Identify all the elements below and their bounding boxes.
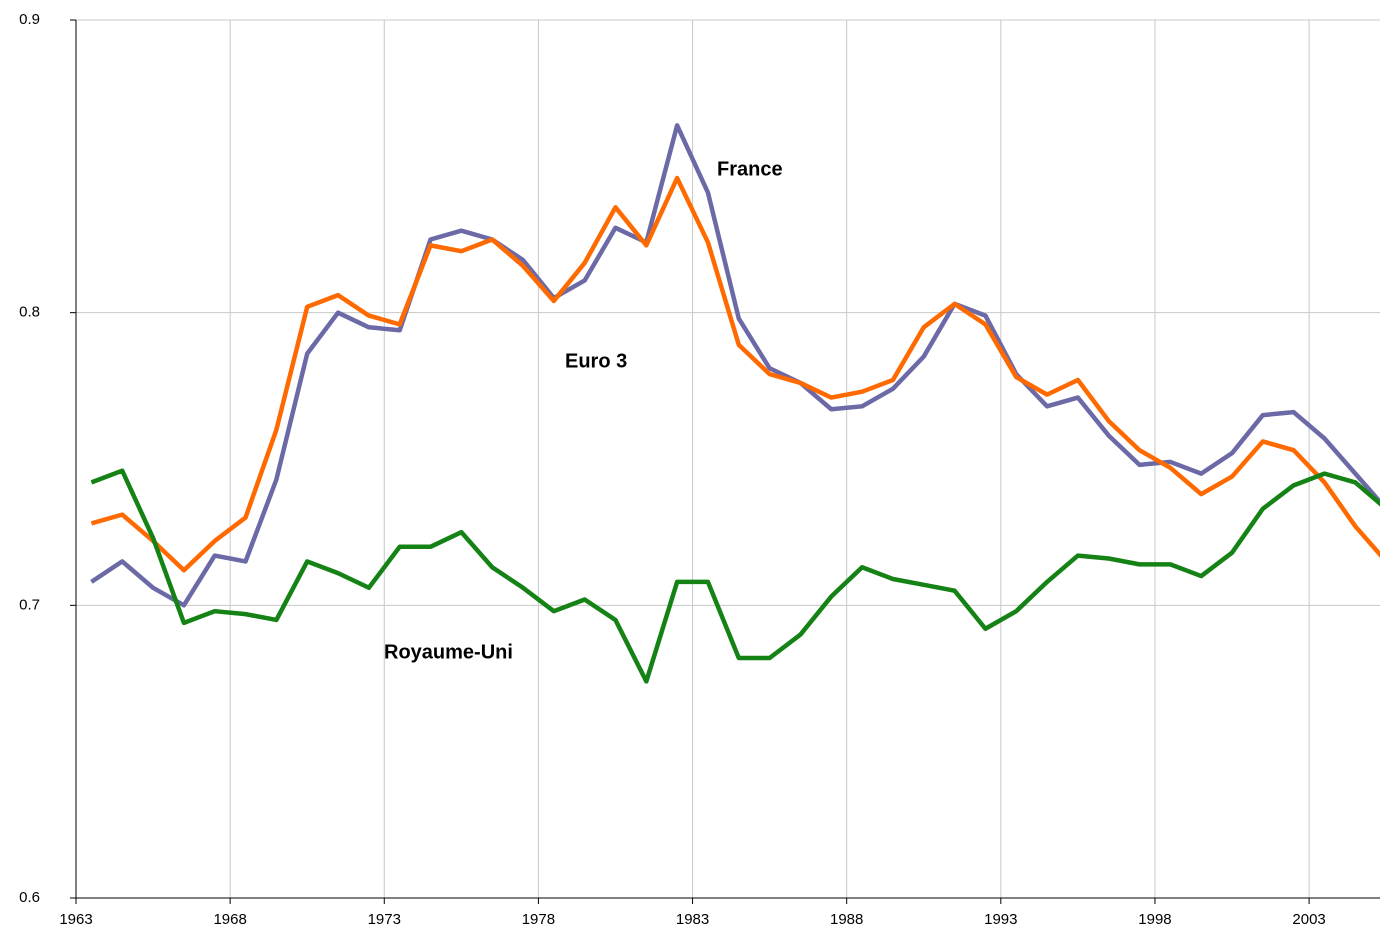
series-label: France: [717, 158, 783, 180]
x-tick-label: 1978: [522, 911, 555, 928]
series-line: [90, 468, 1380, 684]
x-tick-label: 1998: [1138, 911, 1171, 928]
y-tick-label: 0.9: [19, 11, 40, 28]
x-tick-label: 1993: [984, 911, 1017, 928]
y-tick-label: 0.6: [19, 889, 40, 906]
series-label: Royaume-Uni: [384, 641, 513, 663]
x-tick-label: 1983: [676, 911, 709, 928]
series-line: [90, 175, 1380, 573]
x-tick-label: 2003: [1292, 911, 1325, 928]
x-tick-label: 1963: [59, 911, 92, 928]
x-tick-label: 1973: [368, 911, 401, 928]
x-tick-label: 1968: [213, 911, 246, 928]
y-tick-label: 0.8: [19, 304, 40, 321]
y-tick-label: 0.7: [19, 596, 40, 613]
series-label: Euro 3: [565, 350, 627, 372]
x-tick-label: 1988: [830, 911, 863, 928]
series-line: [90, 123, 1380, 608]
plot-area: [90, 123, 1380, 684]
